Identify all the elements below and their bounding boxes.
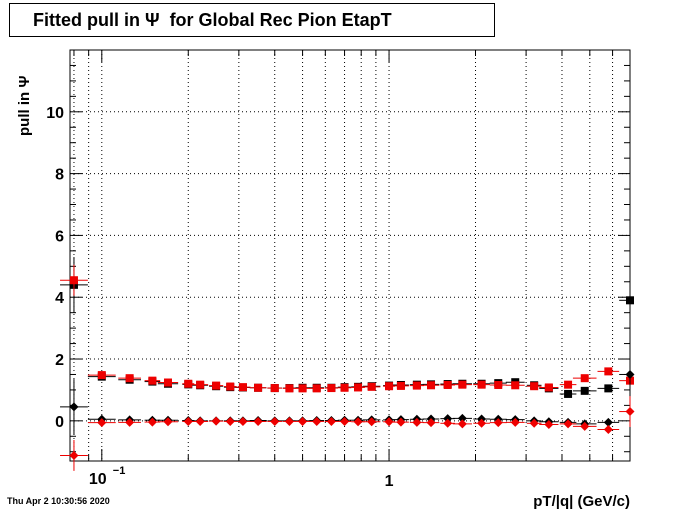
x-tick-label-exponent: −1 [113, 465, 126, 477]
plot-frame [69, 49, 631, 462]
data-point [427, 381, 436, 390]
data-point [625, 369, 635, 379]
data-point [604, 367, 613, 376]
data-point [69, 450, 79, 460]
data-point [148, 376, 157, 385]
data-point [493, 418, 503, 428]
data-point [530, 382, 539, 391]
data-point [196, 380, 205, 389]
data-point [211, 416, 221, 426]
data-point [253, 416, 263, 426]
data-point [457, 419, 467, 429]
chart-title-prefix: Fitted pull in [33, 10, 145, 30]
data-point [285, 384, 294, 393]
y-tick-label: 0 [55, 414, 64, 431]
data-point [396, 381, 405, 390]
data-point [147, 417, 157, 427]
data-point [494, 380, 503, 389]
data-point [340, 383, 349, 392]
data-point [238, 383, 247, 392]
data-point [367, 417, 377, 427]
data-point [97, 371, 106, 380]
data-point [212, 381, 221, 390]
data-point [195, 416, 205, 426]
data-point [426, 418, 436, 428]
data-point [270, 384, 279, 393]
data-point [603, 417, 613, 427]
data-point [163, 378, 172, 387]
data-point [384, 417, 394, 427]
data-point [443, 414, 453, 424]
data-point [511, 381, 520, 390]
data-point [353, 417, 363, 427]
data-point [625, 407, 635, 417]
data-point [354, 383, 363, 392]
data-point [443, 418, 453, 428]
timestamp: Thu Apr 2 10:30:56 2020 [7, 496, 110, 506]
data-point [125, 417, 135, 427]
data-point [97, 418, 107, 428]
x-axis-label: pT/|q| (GeV/c) [533, 493, 630, 510]
series-3 [60, 396, 635, 471]
data-point [226, 382, 235, 391]
data-point [544, 383, 553, 392]
data-point [270, 416, 280, 426]
data-point [477, 418, 487, 428]
data-point [312, 384, 321, 393]
data-point [125, 374, 134, 383]
data-point [564, 380, 573, 389]
data-point [367, 382, 376, 391]
data-point [477, 380, 486, 389]
data-point [564, 389, 573, 398]
data-point [340, 416, 350, 426]
y-axis-label: pull in Ψ [16, 76, 33, 136]
data-point [254, 383, 263, 392]
data-point [510, 417, 520, 427]
data-point [580, 421, 590, 431]
data-point [312, 416, 322, 426]
y-tick-label: 10 [46, 105, 64, 122]
data-point [163, 417, 173, 427]
series-1 [60, 264, 634, 397]
data-point [580, 374, 589, 383]
data-point [457, 413, 467, 423]
data-point [603, 424, 613, 434]
x-tick-label: 1 [385, 473, 394, 490]
y-axis-label-symbol: Ψ [16, 75, 33, 88]
y-axis-label-prefix: pull in [16, 87, 33, 136]
x-tick-label: 10 [89, 471, 107, 488]
data-point [580, 386, 589, 395]
data-point [183, 416, 193, 426]
data-point [69, 402, 79, 412]
data-point [385, 382, 394, 391]
y-tick-label: 6 [55, 228, 64, 245]
data-point [458, 380, 467, 389]
data-point [443, 380, 452, 389]
data-point [626, 296, 634, 305]
y-tick-label: 8 [55, 167, 64, 184]
data-point [298, 384, 307, 393]
data-point [327, 384, 336, 393]
data-point [284, 416, 294, 426]
y-tick-label: 4 [55, 290, 64, 307]
data-point [563, 419, 573, 429]
data-point [238, 416, 248, 426]
chart-title-suffix: for Global Rec Pion EtapT [159, 10, 392, 30]
data-point [529, 418, 539, 428]
data-point [225, 416, 235, 426]
data-point [326, 416, 336, 426]
chart-title-symbol: Ψ [144, 10, 160, 30]
data-point [604, 384, 613, 393]
y-tick-label: 2 [55, 352, 64, 369]
chart-title: Fitted pull in Ψ for Global Rec Pion Eta… [9, 3, 495, 37]
data-point [396, 417, 406, 427]
data-point [184, 379, 193, 388]
data-point [69, 276, 78, 285]
data-point [298, 416, 308, 426]
data-point [412, 417, 422, 427]
data-point [412, 381, 421, 390]
data-point [544, 420, 554, 430]
